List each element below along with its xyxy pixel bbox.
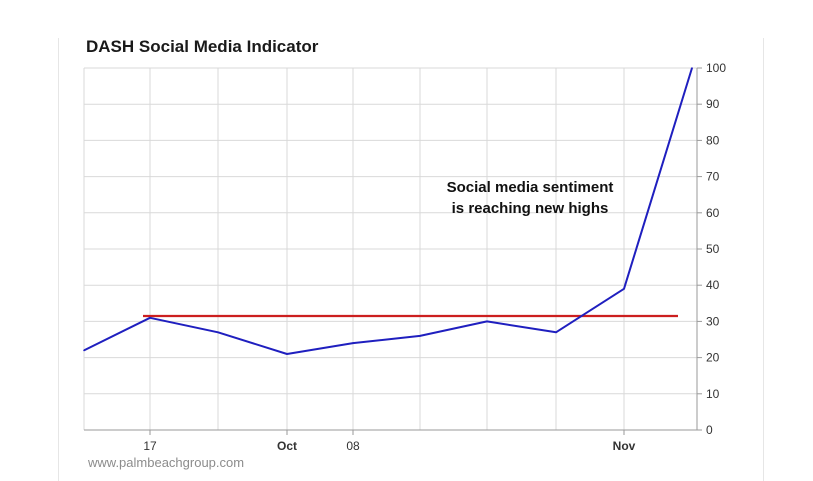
y-tick-label: 20 bbox=[706, 351, 720, 365]
source-watermark: www.palmbeachgroup.com bbox=[88, 455, 245, 470]
x-tick-label: Oct bbox=[277, 439, 297, 453]
y-tick-label: 0 bbox=[706, 423, 713, 437]
annotation-line-1: Social media sentiment bbox=[447, 179, 614, 196]
y-tick-label: 100 bbox=[706, 61, 726, 75]
x-tick-label: Nov bbox=[613, 439, 636, 453]
y-tick-label: 70 bbox=[706, 170, 720, 184]
y-tick-label: 50 bbox=[706, 242, 720, 256]
data-point bbox=[352, 342, 354, 344]
x-tick-label: 17 bbox=[143, 439, 157, 453]
x-tick-label: 08 bbox=[346, 439, 360, 453]
data-point bbox=[486, 320, 488, 323]
chart-title: DASH Social Media Indicator bbox=[86, 37, 319, 56]
y-tick-label: 10 bbox=[706, 387, 720, 401]
y-tick-label: 80 bbox=[706, 133, 720, 147]
y-tick-label: 90 bbox=[706, 97, 720, 111]
data-point bbox=[623, 288, 625, 290]
data-point bbox=[555, 331, 557, 334]
annotation-line-2: is reaching new highs bbox=[452, 200, 609, 217]
series-line bbox=[83, 67, 693, 355]
x-axis-ticks: 17 Oct 08 Nov bbox=[143, 430, 636, 453]
data-point bbox=[286, 353, 288, 355]
y-tick-label: 30 bbox=[706, 314, 720, 328]
y-axis-ticks: 0 10 20 30 40 50 60 70 80 90 100 bbox=[697, 61, 726, 437]
y-tick-label: 40 bbox=[706, 278, 720, 292]
data-point bbox=[149, 317, 151, 319]
data-point bbox=[83, 349, 85, 352]
data-point bbox=[217, 331, 219, 334]
data-point bbox=[419, 335, 421, 337]
series-group bbox=[83, 67, 693, 355]
gridlines bbox=[83, 67, 698, 431]
y-tick-label: 60 bbox=[706, 206, 720, 220]
data-point bbox=[691, 67, 693, 69]
chart-frame bbox=[58, 38, 764, 481]
